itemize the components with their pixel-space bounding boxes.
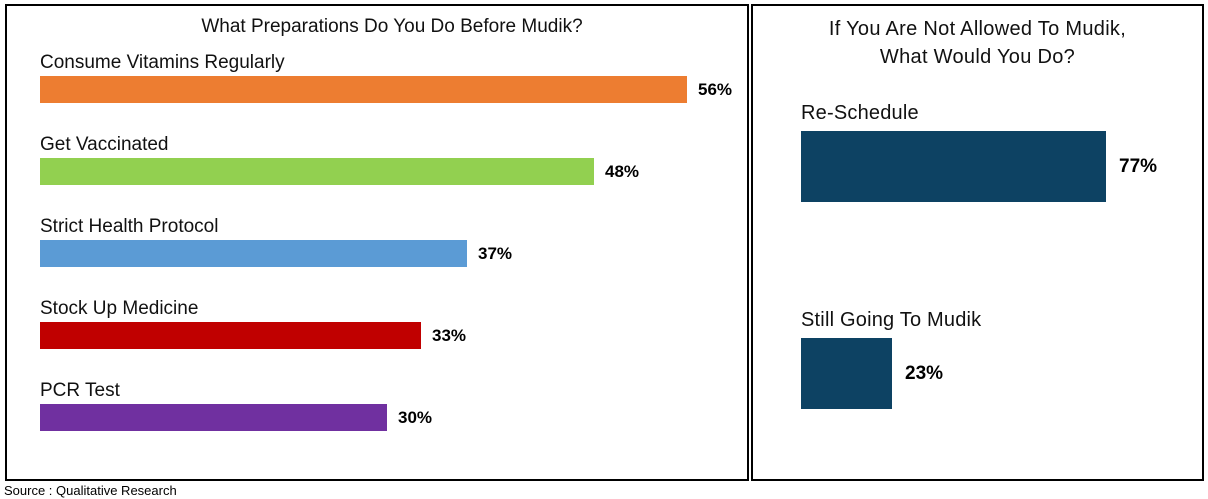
bar-label: Still Going To Mudik [801, 309, 982, 331]
chart-title-preparations: What Preparations Do You Do Before Mudik… [201, 16, 583, 37]
bar [40, 404, 387, 431]
bars-container-not-allowed: Re-Schedule 77% Still Going To Mudik 23% [753, 100, 1202, 409]
bar-line: 77% [801, 131, 1202, 202]
bar-label: Stock Up Medicine [40, 298, 199, 319]
chart-title-line-1: If You Are Not Allowed To Mudik, [828, 18, 1127, 40]
bar-line: 23% [801, 338, 1202, 409]
bar-row: Consume Vitamins Regularly 56% [40, 52, 747, 103]
bar-value: 37% [478, 243, 513, 263]
chart-panel-not-allowed: If You Are Not Allowed To Mudik, What Wo… [751, 4, 1204, 481]
bar-row: Re-Schedule 77% [801, 100, 1202, 202]
bar-value: 30% [398, 407, 433, 427]
bar-label: Consume Vitamins Regularly [40, 52, 285, 73]
bar-value: 77% [1119, 155, 1158, 177]
bar-row: Stock Up Medicine 33% [40, 298, 747, 349]
source-note: Source : Qualitative Research [4, 483, 177, 498]
bar-line: 48% [40, 158, 747, 185]
bar [40, 158, 594, 185]
bar-label: PCR Test [40, 380, 120, 401]
bar-label: Strict Health Protocol [40, 216, 219, 237]
bar [40, 240, 467, 267]
bar [40, 322, 421, 349]
bar-value: 48% [605, 161, 640, 181]
bar [40, 76, 687, 103]
bar-row: Strict Health Protocol 37% [40, 216, 747, 267]
bar-line: 37% [40, 240, 747, 267]
bar-label: Get Vaccinated [40, 134, 169, 155]
bar-line: 30% [40, 404, 747, 431]
chart-title-not-allowed: If You Are Not Allowed To Mudik, What Wo… [753, 15, 1202, 71]
bar-row: Still Going To Mudik 23% [801, 307, 1202, 409]
bar [801, 131, 1106, 202]
chart-panel-preparations: What Preparations Do You Do Before Mudik… [5, 4, 749, 481]
bar-label: Re-Schedule [801, 102, 919, 124]
bar-row: PCR Test 30% [40, 380, 747, 431]
bar-row: Get Vaccinated 48% [40, 134, 747, 185]
bar-line: 56% [40, 76, 747, 103]
bar [801, 338, 892, 409]
bar-value: 33% [432, 325, 467, 345]
bar-line: 33% [40, 322, 747, 349]
bars-container-preparations: Consume Vitamins Regularly 56% Get Vacci… [7, 52, 747, 431]
bar-value: 23% [905, 362, 944, 384]
chart-title-line-2: What Would You Do? [879, 46, 1076, 68]
bar-value: 56% [698, 79, 733, 99]
